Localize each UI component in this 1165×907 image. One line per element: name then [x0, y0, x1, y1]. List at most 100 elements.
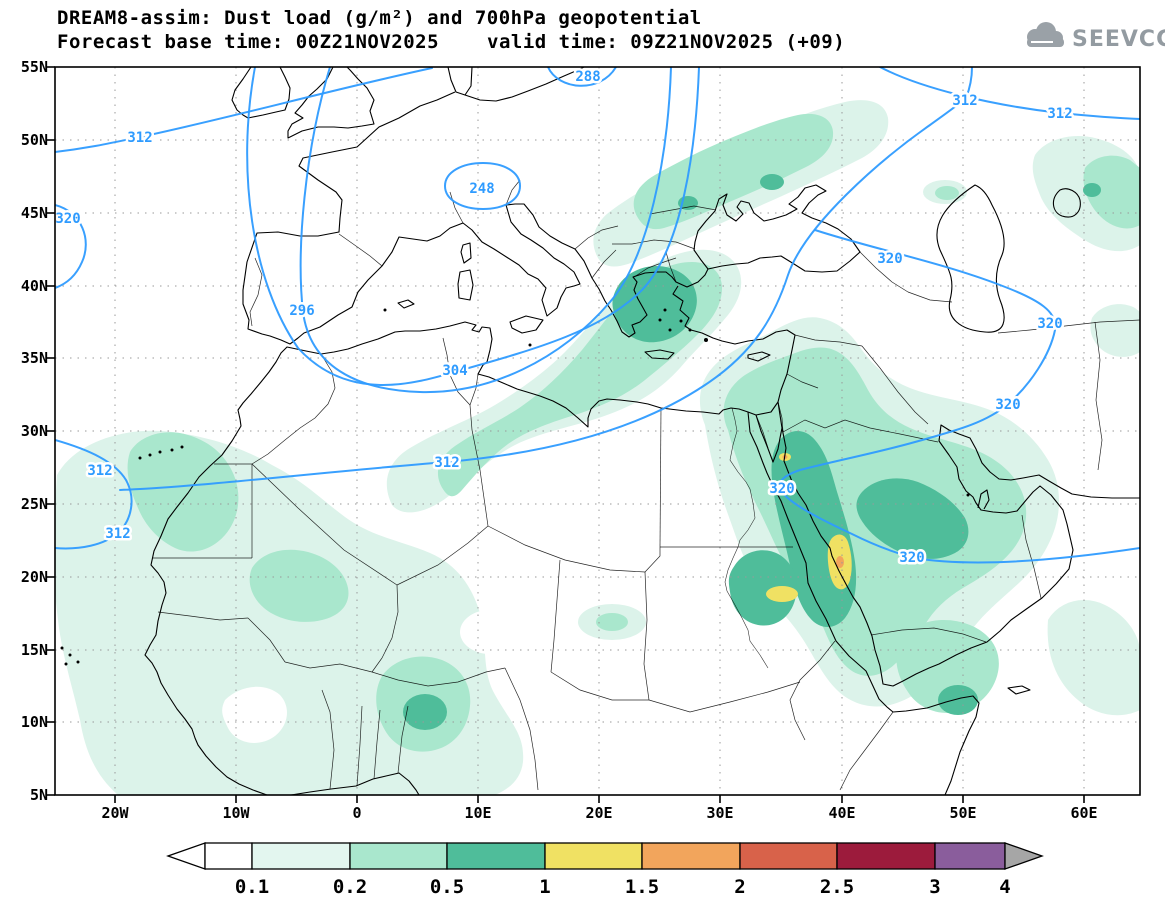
dust-area [612, 266, 697, 343]
contour-label: 288 [575, 69, 600, 85]
dust-colorbar: 0.1 0.2 0.5 1 1.5 2 2.5 3 4 [166, 842, 1044, 898]
island-sardinia [457, 269, 474, 301]
colorbar-label: 0.1 [235, 876, 269, 898]
plot-title: DREAM8-assim: Dust load (g/m²) and 700hP… [57, 7, 702, 29]
lon-tick-label: 50E [949, 804, 976, 822]
contour-label: 320 [995, 397, 1020, 413]
coastline-caspian-sea [936, 184, 1005, 333]
lat-tick-label: 10N [21, 713, 48, 731]
lat-tick-label: 55N [21, 58, 48, 76]
dust-area [935, 186, 959, 200]
dust-area [728, 550, 797, 626]
island-socotra [1007, 685, 1031, 695]
dust-area [766, 586, 798, 602]
coastline-suez [747, 411, 751, 433]
geopotential-contours [55, 67, 1140, 564]
lat-tick-label: 45N [21, 204, 48, 222]
dust-hole [222, 686, 287, 743]
coastline-denmark [447, 67, 473, 96]
lat-tick-label: 50N [21, 131, 48, 149]
island-corsica [460, 242, 472, 264]
dust-fill-level-1.5 [782, 455, 844, 568]
lat-tick-label: 25N [21, 495, 48, 513]
seevccc-logo-text: SEEVCCC [1072, 27, 1165, 52]
island-cyprus [747, 351, 771, 362]
colorbar-label: 2 [734, 876, 745, 898]
colorbar-cell [446, 842, 546, 870]
coastline-redsea-africa [749, 431, 980, 795]
lon-tick-label: 40E [828, 804, 855, 822]
colorbar-over-arrow [1004, 842, 1044, 870]
dust-fill-holes [222, 610, 520, 743]
colorbar-cell [204, 842, 253, 870]
lon-tick-label: 10E [464, 804, 491, 822]
contour-312 [119, 67, 973, 491]
island-sicily [509, 315, 544, 334]
colorbar-under-arrow [166, 842, 206, 870]
lon-tick-label: 30E [706, 804, 733, 822]
nile-river [724, 407, 769, 669]
forecast-base-time: Forecast base time: 00Z21NOV2025 [57, 31, 439, 53]
contour-304 [246, 67, 700, 386]
seevccc-logo: SEEVCCC [1027, 22, 1165, 52]
contour-label: 304 [442, 363, 467, 379]
longitude-axis: 20W 10W 0 10E 20E 30E 40E 50E 60E [101, 804, 1097, 822]
colorbar-label: 4 [999, 876, 1010, 898]
colorbar-label: 2.5 [820, 876, 854, 898]
contour-296 [299, 67, 672, 394]
dust-hole [460, 610, 520, 654]
colorbar-cell [739, 842, 838, 870]
colorbar-label: 1 [539, 876, 550, 898]
latitude-axis: 55N 50N 45N 40N 35N 30N 25N 20N 15N 10N … [21, 58, 48, 804]
coastline-qatar [977, 489, 990, 510]
contour-label: 312 [127, 130, 152, 146]
contour-312 [55, 439, 133, 550]
colorbar-label: 0.5 [430, 876, 464, 898]
lon-tick-label: 60E [1070, 804, 1097, 822]
lon-tick-label: 20E [585, 804, 612, 822]
dust-area [836, 556, 844, 568]
colorbar-cell [641, 842, 741, 870]
contour-label: 320 [899, 550, 924, 566]
coastline-aral [1052, 188, 1081, 218]
dust-area [1090, 304, 1140, 357]
lat-tick-label: 35N [21, 349, 48, 367]
graticule [55, 67, 1140, 795]
colorbar-cell [251, 842, 351, 870]
contour-label: 320 [769, 481, 794, 497]
dust-area [1083, 183, 1101, 197]
lon-tick-label: 0 [352, 804, 361, 822]
colorbar-cell [836, 842, 936, 870]
dust-area [896, 620, 999, 714]
colorbar-cell [934, 842, 1006, 870]
map-layers: 312 312 312 312 312 312 320 320 320 320 … [55, 67, 1140, 795]
dust-area [1083, 155, 1140, 229]
small-islands [60, 308, 970, 666]
coastline-ireland [231, 67, 291, 119]
contour-312 [55, 67, 433, 153]
contour-label: 312 [434, 455, 459, 471]
lat-tick-label: 40N [21, 277, 48, 295]
contour-248 [443, 161, 522, 211]
contour-label: 320 [1037, 316, 1062, 332]
colorbar-label: 0.2 [333, 876, 367, 898]
contour-320 [778, 229, 1140, 564]
contour-288 [547, 67, 617, 87]
coastline-africa-levant [144, 285, 796, 795]
coastline-arabia [781, 424, 1140, 687]
dust-area [596, 613, 628, 631]
contour-label: 296 [289, 303, 314, 319]
axis-ticks [47, 66, 1085, 803]
colorbar-label: 1.5 [625, 876, 659, 898]
dust-area [856, 478, 969, 559]
contour-320 [55, 204, 87, 289]
colorbar-cell [349, 842, 448, 870]
island-crete [644, 349, 675, 360]
geopotential-contour-labels: 312 312 312 312 312 312 320 320 320 320 … [55, 67, 1075, 569]
contour-label: 320 [55, 211, 80, 227]
seevccc-cloud-icon [1027, 22, 1064, 47]
contour-312 [879, 67, 1140, 120]
contour-label: 320 [877, 251, 902, 267]
